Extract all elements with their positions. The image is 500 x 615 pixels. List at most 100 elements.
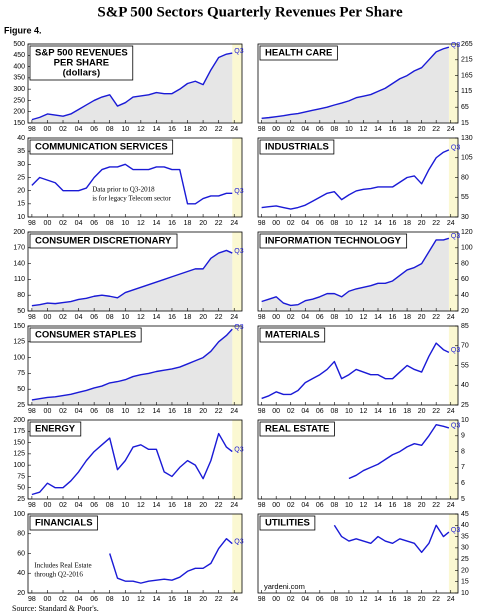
y-tick-label: 40	[17, 135, 25, 142]
panel: 10 15 20 25 30 35 40 98 00 02 04 06 08 10 12 14 16 18 20 22…	[17, 135, 244, 227]
panel-title: INFORMATION TECHNOLOGY	[265, 236, 402, 247]
x-tick-label: 12	[137, 220, 145, 227]
x-tick-label: 02	[59, 126, 67, 133]
area	[31, 329, 233, 405]
line	[109, 537, 233, 584]
x-tick-label: 14	[153, 596, 161, 603]
line	[261, 46, 450, 119]
x-tick-label: 00	[44, 596, 52, 603]
x-tick-label: 08	[330, 502, 338, 509]
figure-number: Figure 4.	[4, 25, 42, 35]
x-tick-label: 08	[330, 126, 338, 133]
annotation: through Q2-2016	[34, 571, 83, 579]
x-tick-label: 18	[403, 502, 411, 509]
x-tick-label: 16	[168, 596, 176, 603]
x-tick-label: 98	[258, 408, 266, 415]
x-tick-label: 02	[287, 220, 295, 227]
x-tick-label: 22	[432, 596, 440, 603]
panel-title: S&P 500 REVENUES	[35, 48, 128, 59]
end-label: Q3	[451, 233, 460, 240]
panel: 25 40 55 70 85 98 00 02 04 06 08 10 12 14 16 18 20 22 24 Q3…	[257, 323, 469, 415]
x-tick-label: 20	[199, 314, 207, 321]
x-tick-label: 04	[301, 220, 309, 227]
x-tick-label: 18	[184, 314, 192, 321]
x-tick-label: 00	[44, 126, 52, 133]
x-tick-label: 14	[374, 596, 382, 603]
forecast-band	[448, 514, 458, 593]
annotation: is for legacy Telecom sector	[92, 195, 171, 203]
y-tick-label: 15	[461, 120, 469, 127]
y-tick-label: 55	[461, 194, 469, 201]
area	[31, 53, 233, 123]
y-tick-label: 25	[17, 496, 25, 503]
y-tick-label: 115	[461, 88, 472, 95]
title-box	[29, 327, 142, 343]
x-tick-label: 02	[59, 220, 67, 227]
x-tick-label: 22	[432, 314, 440, 321]
x-tick-label: 02	[287, 314, 295, 321]
x-tick-label: 18	[184, 220, 192, 227]
y-tick-label: 50	[17, 386, 25, 393]
x-tick-label: 00	[44, 220, 52, 227]
x-tick-label: 00	[272, 220, 280, 227]
x-tick-label: 14	[374, 220, 382, 227]
y-tick-label: 9	[461, 433, 465, 440]
x-tick-label: 14	[374, 502, 382, 509]
x-tick-label: 20	[199, 126, 207, 133]
x-tick-label: 22	[215, 126, 223, 133]
x-tick-label: 10	[121, 126, 129, 133]
y-tick-label: 400	[13, 63, 25, 70]
y-tick-label: 80	[461, 260, 469, 267]
x-tick-label: 16	[168, 314, 176, 321]
x-tick-label: 98	[258, 314, 266, 321]
panel-title: ENERGY	[35, 424, 76, 435]
x-tick-label: 00	[272, 596, 280, 603]
panel: 25 50 75 100 125 150 98 00 02 04 06 08 10 12 14 16 18 20 2…	[13, 323, 243, 415]
panel-title: HEALTH CARE	[265, 48, 332, 59]
x-tick-label: 08	[106, 314, 114, 321]
x-tick-label: 04	[75, 220, 83, 227]
plot-frame	[27, 419, 243, 500]
y-tick-label: 100	[13, 354, 25, 361]
figure-title: S&P 500 Sectors Quarterly Revenues Per S…	[97, 4, 403, 20]
x-tick-label: 98	[258, 596, 266, 603]
y-tick-label: 100	[13, 462, 25, 469]
forecast-band	[448, 326, 458, 405]
x-tick-label: 04	[301, 314, 309, 321]
watermark: yardeni.com	[264, 582, 305, 591]
x-tick-label: 22	[432, 126, 440, 133]
y-tick-label: 55	[461, 362, 469, 369]
x-tick-label: 06	[316, 596, 324, 603]
y-tick-label: 200	[13, 109, 25, 116]
y-tick-label: 120	[461, 229, 473, 236]
x-tick-label: 98	[258, 126, 266, 133]
line	[31, 249, 233, 307]
x-tick-label: 24	[447, 596, 455, 603]
x-tick-label: 10	[121, 314, 129, 321]
x-tick-label: 24	[447, 314, 455, 321]
x-tick-label: 02	[287, 502, 295, 509]
x-tick-label: 06	[90, 502, 98, 509]
x-tick-label: 02	[59, 314, 67, 321]
plot-frame	[27, 325, 243, 406]
x-tick-label: 20	[199, 408, 207, 415]
x-tick-label: 24	[230, 220, 238, 227]
title-box	[259, 45, 338, 61]
y-tick-label: 100	[461, 245, 473, 252]
forecast-band	[448, 44, 458, 123]
x-tick-label: 16	[168, 502, 176, 509]
x-tick-label: 10	[345, 408, 353, 415]
y-tick-label: 60	[461, 276, 469, 283]
x-tick-label: 04	[301, 408, 309, 415]
y-tick-label: 80	[17, 531, 25, 538]
x-tick-label: 14	[153, 126, 161, 133]
y-tick-label: 8	[461, 448, 465, 455]
x-tick-label: 10	[345, 596, 353, 603]
y-tick-label: 15	[461, 579, 469, 586]
panel: 15 65 115 165 215 265 98 00 02 04 06 08 10 12 14 16 18 20…	[257, 41, 473, 133]
end-label: Q3	[451, 347, 460, 354]
x-tick-label: 10	[121, 408, 129, 415]
end-label: Q3	[451, 145, 460, 152]
y-tick-label: 40	[17, 570, 25, 577]
